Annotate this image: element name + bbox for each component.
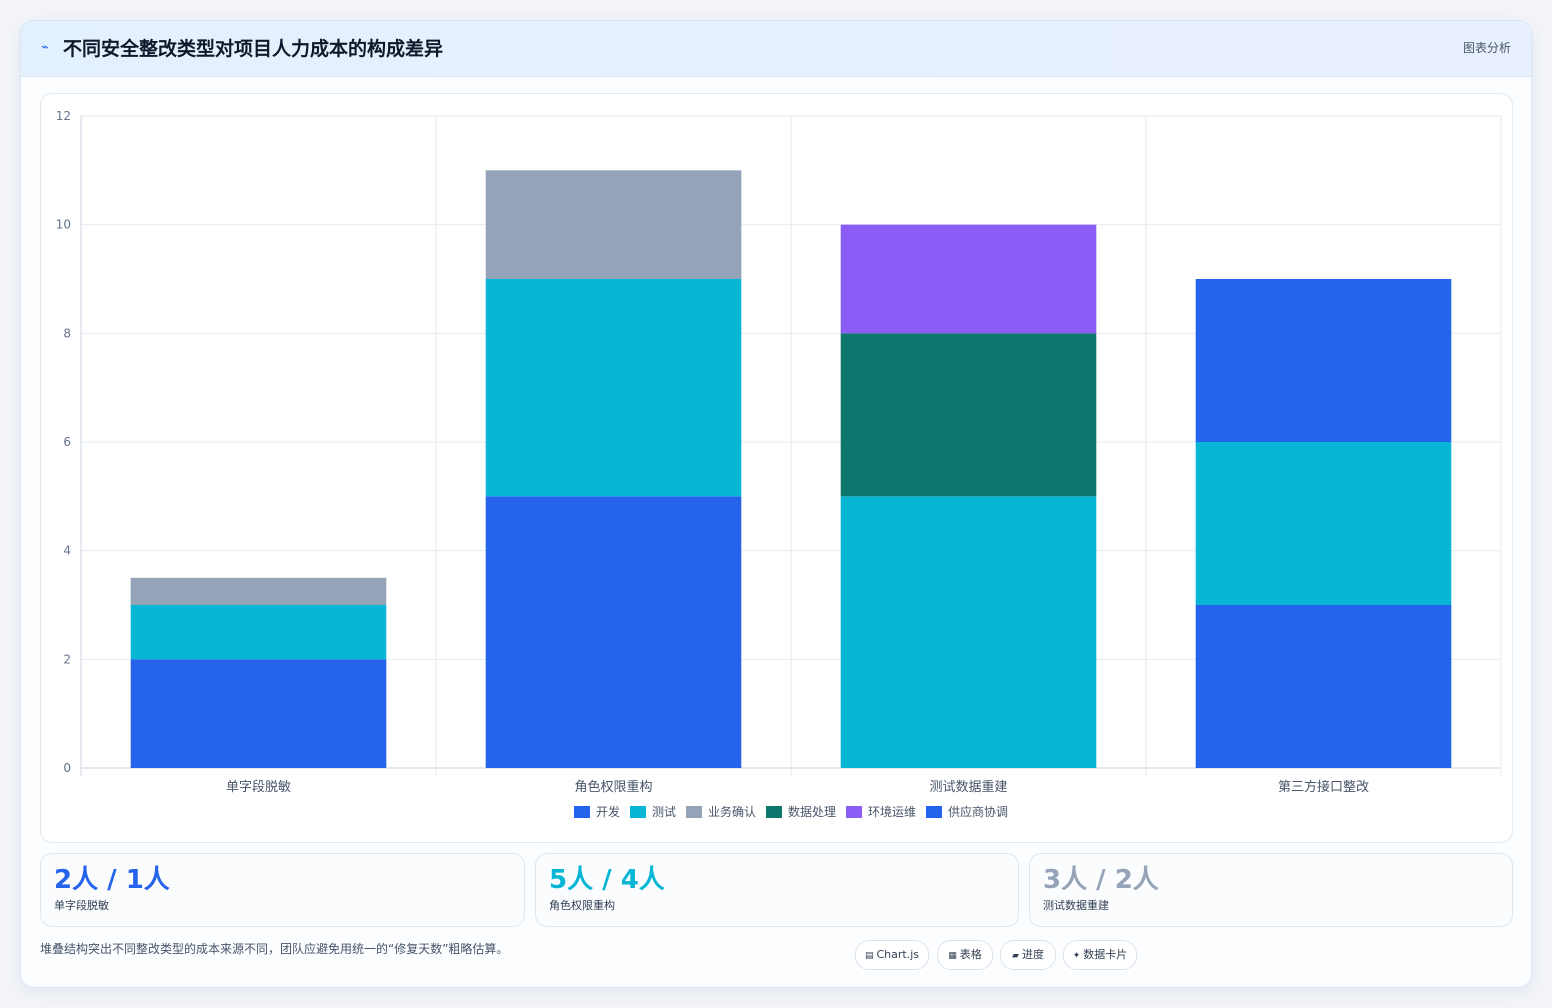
pill-label: Chart.js (876, 948, 920, 961)
chart-analysis-badge: 图表分析 (1462, 41, 1511, 55)
bar-segment (485, 279, 742, 497)
bar-segment (840, 333, 1097, 497)
stat-label: 单字段脱敏 (54, 899, 109, 912)
bar-segment (840, 224, 1097, 334)
pill-progress[interactable]: ▰ 进度 (1000, 940, 1056, 970)
chart-card: ⌁ 不同安全整改类型对项目人力成本的构成差异 图表分析 0 2 4 6 8 10 12 单字段… (20, 20, 1532, 988)
legend-swatch (686, 806, 702, 818)
trend-line-icon: ⌁ (41, 40, 49, 55)
y-tick-label: 2 (63, 652, 71, 666)
legend-label: 环境运维 (868, 804, 916, 819)
bar-segment (485, 170, 742, 279)
pill-label: 进度 (1021, 948, 1044, 961)
y-tick-label: 4 (63, 544, 71, 558)
bar-segment (130, 605, 387, 660)
y-tick-label: 10 (56, 218, 71, 232)
x-tick-label: 角色权限重构 (574, 779, 652, 795)
legend-label: 测试 (652, 804, 676, 819)
pill-label: 表格 (959, 948, 982, 961)
legend-label: 开发 (596, 804, 620, 819)
stat-card-3: 3人 / 2人 测试数据重建 (1029, 853, 1513, 927)
legend-swatch (630, 806, 646, 818)
legend-swatch (574, 806, 590, 818)
legend-label: 数据处理 (788, 804, 836, 819)
chart-footnote: 堆叠结构突出不同整改类型的成本来源不同，团队应避免用统一的“修复天数”粗略估算。 (40, 942, 509, 956)
bar-segment (1195, 442, 1452, 605)
bar-segment (1195, 605, 1452, 768)
bar-segment (840, 496, 1097, 768)
stat-value: 2人 / 1人 (54, 865, 170, 895)
table-icon: ▦ (948, 951, 957, 961)
stat-card-2: 5人 / 4人 角色权限重构 (535, 853, 1019, 927)
chart-container: 0 2 4 6 8 10 12 单字段脱敏 角色权限重构 测试数据重建 第三方接口整改开发 测试 业务确… (40, 93, 1513, 843)
bar-segment (130, 577, 387, 605)
y-tick-label: 12 (56, 109, 71, 123)
pill-table[interactable]: ▦ 表格 (937, 940, 993, 970)
x-tick-label: 测试数据重建 (929, 779, 1007, 795)
bar-segment (1195, 279, 1452, 442)
legend-swatch (926, 806, 942, 818)
stat-value: 5人 / 4人 (549, 865, 665, 895)
stat-value: 3人 / 2人 (1043, 865, 1159, 895)
bar-segment (485, 496, 742, 768)
sparkle-icon: ✦ (1072, 951, 1081, 961)
pill-data-card[interactable]: ✦ 数据卡片 (1063, 940, 1137, 970)
legend-swatch (766, 806, 782, 818)
legend-label: 供应商协调 (948, 804, 1008, 819)
legend-label: 业务确认 (708, 804, 756, 819)
y-tick-label: 6 (63, 435, 71, 449)
progress-icon: ▰ (1012, 951, 1019, 961)
x-tick-label: 单字段脱敏 (226, 780, 291, 795)
chart-title: 不同安全整改类型对项目人力成本的构成差异 (63, 38, 444, 60)
stat-card-1: 2人 / 1人 单字段脱敏 (40, 853, 525, 927)
y-tick-label: 8 (63, 326, 71, 340)
card-header: ⌁ 不同安全整改类型对项目人力成本的构成差异 图表分析 (21, 21, 1531, 77)
pill-chartjs[interactable]: ▤ Chart.js (855, 940, 929, 970)
stat-label: 测试数据重建 (1043, 899, 1109, 912)
stat-label: 角色权限重构 (549, 899, 615, 912)
chart-icon: ▤ (864, 951, 874, 961)
x-tick-label: 第三方接口整改 (1278, 779, 1369, 795)
bar-segment (130, 659, 387, 768)
legend-swatch (846, 806, 862, 818)
pill-label: 数据卡片 (1083, 948, 1128, 961)
y-tick-label: 0 (63, 761, 71, 775)
